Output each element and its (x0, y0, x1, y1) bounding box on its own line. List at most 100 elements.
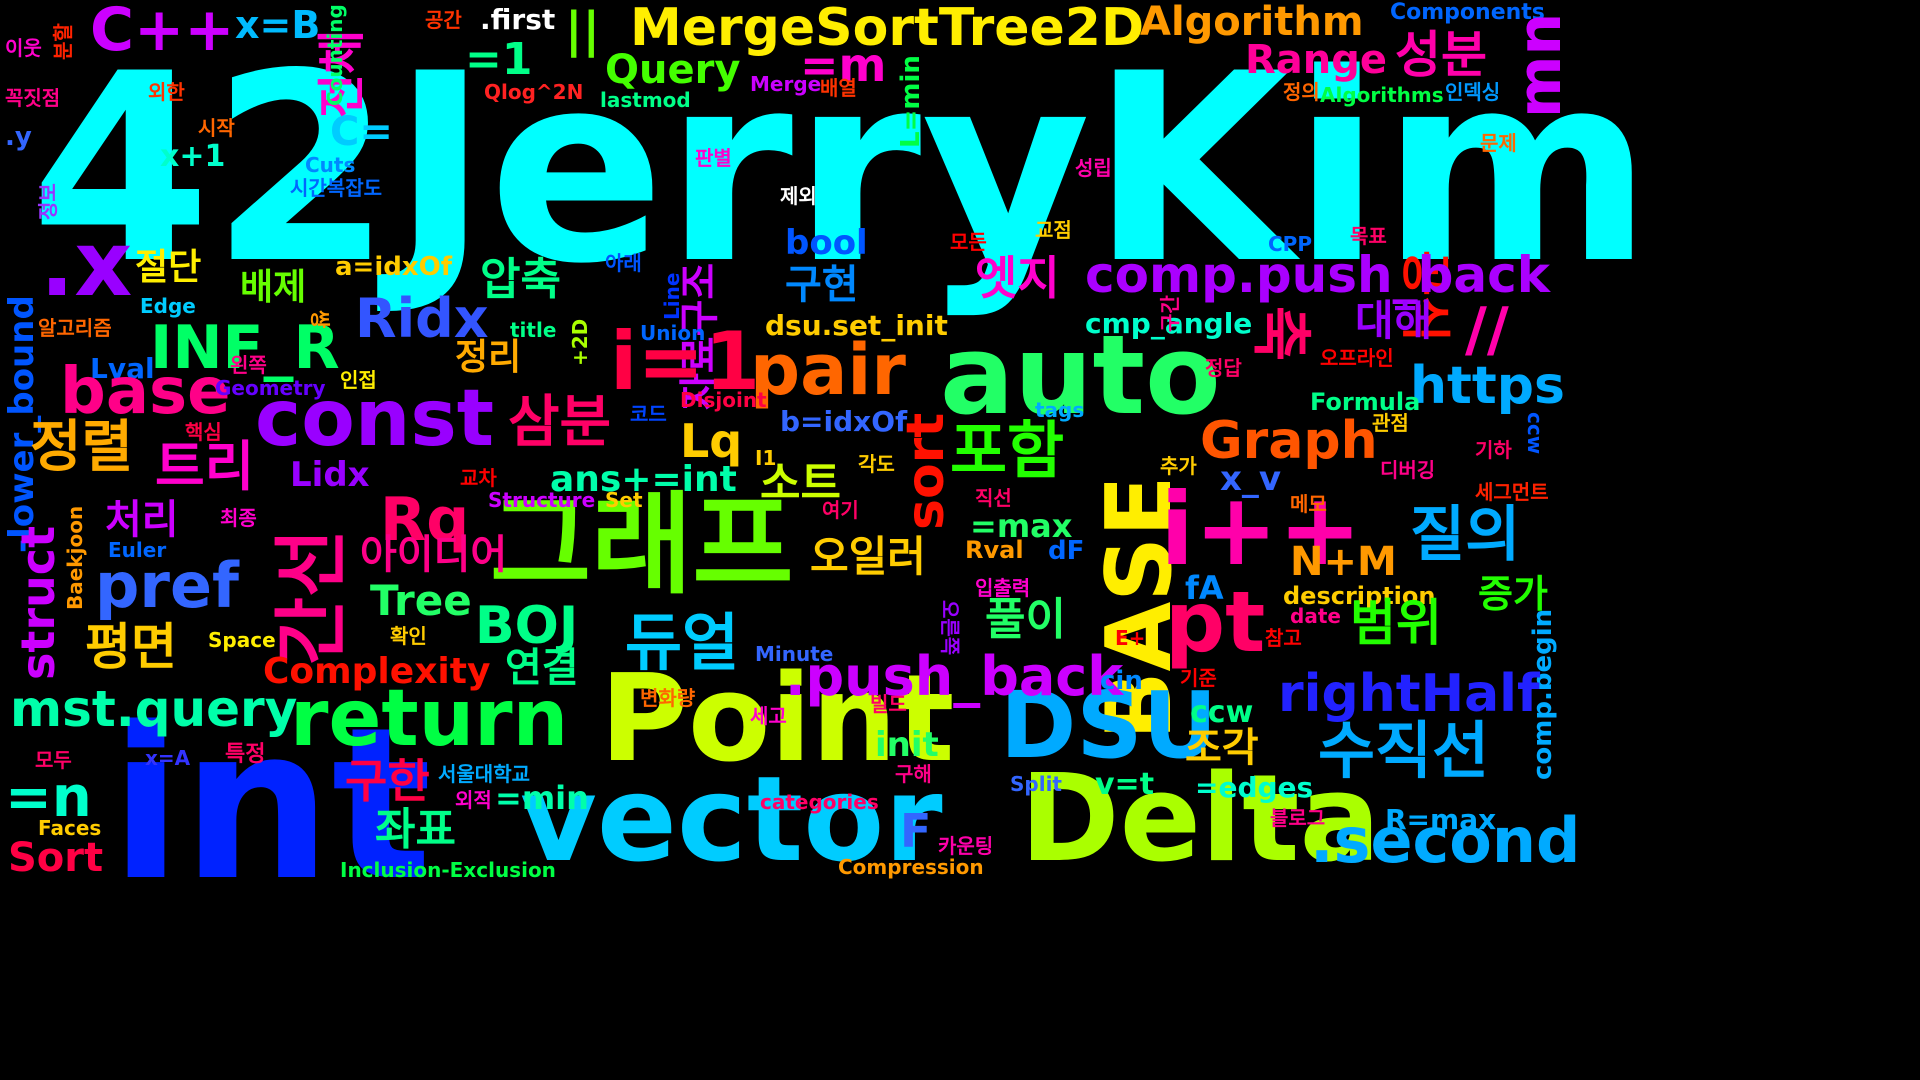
cloud-word: title (510, 318, 557, 342)
cloud-word: 절단 (135, 247, 202, 288)
cloud-word: 이웃 (5, 36, 42, 60)
cloud-word: L=min (896, 55, 926, 148)
cloud-word: 증가 (1478, 572, 1548, 616)
cloud-word: 오일러 (810, 532, 926, 581)
cloud-word: E+ (1115, 626, 1146, 650)
cloud-word: 풀이 (985, 594, 1066, 645)
cloud-word: int (110, 682, 432, 927)
cloud-word: tags (1035, 398, 1085, 422)
cloud-word: 평면 (85, 618, 177, 676)
cloud-word: 직선 (975, 486, 1012, 510)
cloud-word: 구한 (345, 754, 430, 808)
cloud-word: comp.push_back (1085, 246, 1551, 304)
cloud-word: pref (95, 549, 239, 622)
cloud-word: Formula (1310, 388, 1421, 416)
cloud-word: ans+=int (550, 459, 737, 500)
cloud-word: =n (5, 765, 92, 830)
cloud-word: 듀얼 (625, 606, 740, 679)
cloud-word: Lval (90, 352, 155, 385)
cloud-word: 성분 (1395, 26, 1487, 84)
cloud-word: 기하 (1475, 438, 1512, 462)
cloud-word: F (900, 804, 932, 858)
cloud-word: a=idxOf (335, 252, 453, 282)
cloud-word: auto (940, 311, 1221, 439)
cloud-word: Compression (838, 855, 984, 879)
cloud-word: rightHalf (1278, 664, 1540, 724)
cloud-word: 42JerryKim (30, 19, 1653, 321)
cloud-word: const (255, 374, 495, 464)
cloud-word: init (875, 725, 939, 765)
cloud-word: 아래 (605, 251, 642, 275)
cloud-word: b=idxOf (780, 405, 908, 438)
cloud-word: 확인 (390, 624, 427, 648)
cloud-word: Components (1390, 0, 1545, 25)
cloud-word: 기준 (1180, 666, 1217, 690)
cloud-word: Union (640, 321, 706, 345)
cloud-word: 서울대학교 (438, 762, 530, 786)
cloud-word: 범위 (1350, 594, 1442, 652)
cloud-word: lastmod (600, 88, 691, 112)
cloud-word: 처리 (105, 497, 179, 543)
cloud-word: pair (750, 329, 906, 411)
cloud-word: .y (5, 122, 32, 152)
cloud-word: x=B (235, 3, 321, 47)
cloud-word: 엣지 (975, 251, 1060, 305)
cloud-word: 모두 (35, 748, 72, 772)
cloud-word: 교차 (460, 466, 497, 490)
cloud-word: Inclusion-Exclusion (340, 858, 556, 882)
cloud-word: Geometry (215, 376, 326, 400)
cloud-word: 시작 (198, 116, 235, 140)
cloud-word: Point (600, 650, 955, 789)
cloud-word: Minute (755, 642, 834, 666)
cloud-word: N+M (1290, 539, 1397, 585)
cloud-word: INF_R (150, 313, 340, 383)
cloud-word: base (60, 355, 231, 429)
cloud-word: Merge (750, 72, 822, 96)
cloud-word: 꼭짓점 (5, 86, 61, 110)
cloud-word: 쌍 (308, 310, 332, 329)
cloud-word: 목표 (1350, 224, 1387, 248)
cloud-word: 특정 (225, 742, 266, 767)
cloud-word: x+1 (160, 139, 226, 174)
cloud-word: pt (1165, 573, 1266, 671)
cloud-word: 문제 (1480, 131, 1517, 155)
cloud-word: ccw (1523, 412, 1547, 455)
cloud-word: 참고 (1265, 626, 1302, 650)
cloud-word: 그래프 (490, 481, 794, 609)
cloud-word: 배열 (820, 76, 857, 100)
cloud-word: sort (896, 412, 956, 530)
cloud-word: 배제 (240, 267, 307, 308)
cloud-word: =max (970, 507, 1073, 545)
cloud-word: Algorithm (1140, 0, 1364, 45)
cloud-word: 구해 (895, 762, 932, 786)
cloud-word: vector (520, 750, 943, 888)
cloud-word: 디버깅 (1380, 458, 1436, 482)
cloud-word: 외한 (148, 80, 185, 104)
cloud-word: Qlog^2N (484, 80, 584, 104)
cloud-word: Cuts (305, 153, 356, 177)
cloud-word: Baekjoon (63, 505, 87, 610)
cloud-word: 오프라인 (1320, 346, 1394, 370)
cloud-word: description (1283, 582, 1436, 610)
cloud-word: Split (1010, 772, 1062, 796)
cloud-word: C= (330, 109, 393, 155)
cloud-word: 코드 (630, 402, 667, 426)
cloud-word: 아이디어 (360, 532, 508, 578)
cloud-word: 메모 (1290, 492, 1327, 516)
cloud-word: Edge (140, 294, 196, 318)
cloud-word: https (1410, 356, 1565, 416)
cloud-word: .push_back (785, 645, 1124, 708)
cloud-word: Graph (1200, 411, 1378, 471)
cloud-word: 시간복잡도 (290, 176, 382, 200)
cloud-word: 인덱싱 (1445, 80, 1501, 104)
cloud-word: 수직선 (1318, 714, 1490, 787)
cloud-word: =m (800, 38, 887, 92)
cloud-word: 외적 (455, 788, 492, 812)
cloud-word: categories (760, 790, 879, 814)
cloud-word: Structure (488, 488, 596, 512)
cloud-word: || (565, 2, 601, 58)
cloud-word: // (1465, 295, 1509, 365)
cloud-word: 최종 (220, 506, 257, 530)
cloud-word: 인접 (340, 368, 377, 392)
cloud-word: i++ (1160, 471, 1362, 588)
